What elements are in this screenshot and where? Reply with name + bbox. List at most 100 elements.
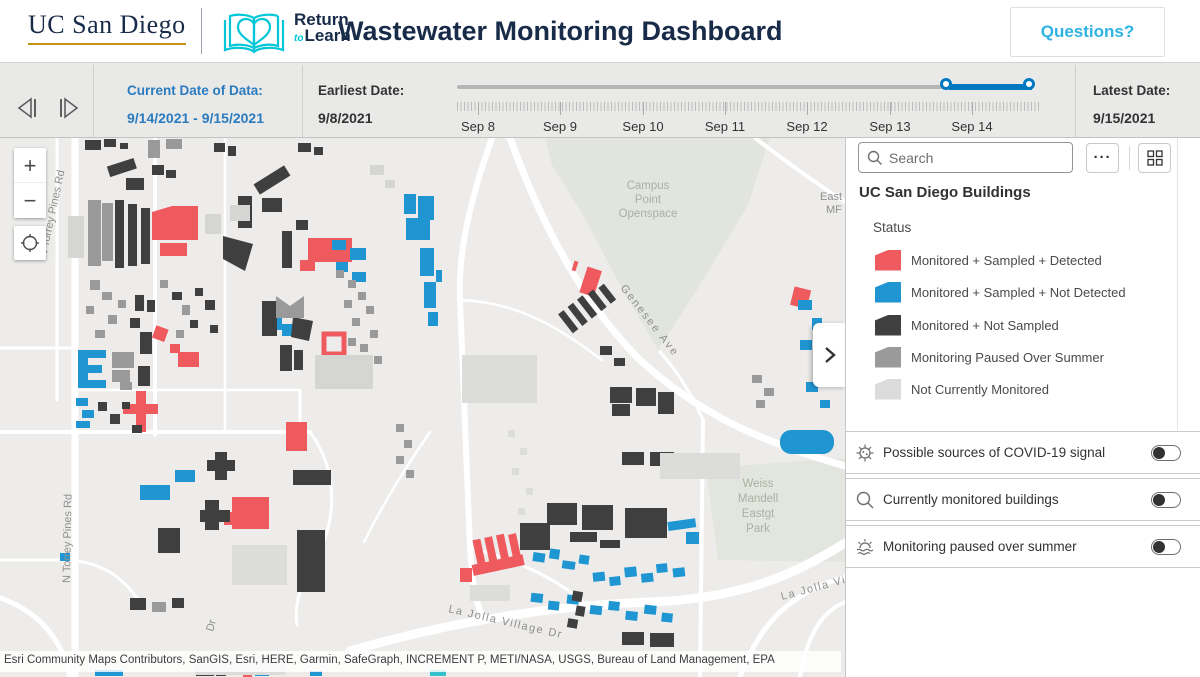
svg-text:Point: Point: [635, 194, 662, 206]
legend-label: Monitored + Not Sampled: [911, 317, 1059, 333]
zoom-out-button[interactable]: −: [14, 183, 46, 218]
return-to-learn-logo: Return toLearn: [222, 8, 382, 56]
dr-label: Dr: [204, 618, 219, 633]
legend-swatch-detected: [875, 249, 901, 271]
current-date-value: 9/14/2021 - 9/15/2021: [127, 110, 265, 126]
sunset-icon: [856, 538, 874, 555]
rtl-learn: Learn: [304, 26, 351, 45]
svg-text:Campus: Campus: [627, 180, 670, 192]
basemap-grid-button[interactable]: [1138, 143, 1171, 173]
campus-point-openspace: [545, 138, 770, 350]
search-icon: [867, 150, 882, 165]
svg-text:Weiss: Weiss: [742, 478, 773, 490]
grid-icon: [1146, 150, 1163, 166]
virus-icon: [856, 444, 874, 461]
panel-collapse-tab[interactable]: [813, 323, 846, 387]
major-tick: [643, 102, 644, 115]
tick-label: Sep 11: [704, 119, 746, 134]
legend-item: Monitored + Not Sampled: [875, 314, 1059, 336]
legend-label: Monitored + Sampled + Not Detected: [911, 284, 1126, 300]
legend-label: Monitored + Sampled + Detected: [911, 252, 1102, 268]
slider-ruler: [457, 102, 1040, 111]
zoom-in-button[interactable]: +: [14, 148, 46, 183]
search-icon: [856, 491, 874, 508]
campus-map[interactable]: N Torrey Pines Rd N Torrey Pines Rd Gene…: [0, 138, 1200, 677]
east-label: East: [820, 191, 842, 203]
legend-swatch-not-detected: [875, 281, 901, 303]
slider-handle-end[interactable]: [1023, 78, 1035, 90]
chevron-right-icon: [824, 347, 836, 363]
locate-control[interactable]: [14, 226, 46, 260]
legend-label: Not Currently Monitored: [911, 381, 1049, 397]
legend-item: Monitoring Paused Over Summer: [875, 346, 1104, 368]
svg-text:Mandell: Mandell: [738, 493, 778, 505]
n-torrey-pines-rd-label-bottom: N Torrey Pines Rd: [61, 494, 75, 583]
earliest-date-value: 9/8/2021: [318, 110, 373, 126]
time-slider-bar: Current Date of Data: 9/14/2021 - 9/15/2…: [0, 62, 1200, 138]
rtl-to: to: [294, 33, 304, 44]
ucsd-logo: UC San Diego: [28, 10, 186, 45]
slider-selected-range[interactable]: [949, 84, 1032, 90]
search-box[interactable]: [858, 142, 1073, 173]
major-tick: [478, 102, 479, 115]
toggle-label: Currently monitored buildings: [883, 492, 1059, 507]
buildings-detected: [123, 206, 812, 677]
zoom-control[interactable]: + −: [14, 148, 46, 218]
layers-panel: ··· UC San Diego Buildings Status Monito…: [845, 138, 1200, 677]
search-input[interactable]: [889, 149, 1072, 166]
legend-item: Monitored + Sampled + Not Detected: [875, 281, 1126, 303]
locate-icon[interactable]: [14, 226, 46, 260]
weiss-park-area: [706, 458, 845, 562]
legend-item: Not Currently Monitored: [875, 378, 1049, 400]
major-tick: [972, 102, 973, 115]
legend-swatch-paused: [875, 346, 901, 368]
slider-handle-start[interactable]: [940, 78, 952, 90]
toggle-card-monitored-buildings: Currently monitored buildings: [846, 478, 1200, 521]
book-heart-icon: [223, 13, 285, 54]
header-divider: [201, 8, 202, 54]
svg-text:Park: Park: [746, 523, 770, 535]
earliest-date-label: Earliest Date:: [318, 83, 405, 98]
toolbar-separator: [1129, 146, 1130, 170]
legend-item: Monitored + Sampled + Detected: [875, 249, 1102, 271]
legend-title: Status: [873, 220, 912, 235]
map-attribution: Esri Community Maps Contributors, SanGIS…: [0, 651, 841, 672]
header: UC San Diego Return toLearn Wastewater M…: [0, 0, 1200, 62]
slider-track[interactable]: [457, 85, 1032, 89]
tick-label: Sep 9: [543, 119, 577, 134]
tick-label: Sep 13: [869, 119, 911, 134]
tick-label: Sep 14: [951, 119, 993, 134]
timebar-divider: [1075, 65, 1076, 137]
legend-scroll-edge: [1177, 138, 1178, 430]
svg-text:Openspace: Openspace: [619, 208, 678, 220]
current-date-label: Current Date of Data:: [127, 83, 263, 98]
timebar-divider: [302, 65, 303, 137]
major-tick: [725, 102, 726, 115]
toggle-card-paused-summer: Monitoring paused over summer: [846, 525, 1200, 568]
toggle-paused-summer[interactable]: [1151, 538, 1181, 555]
toggle-card-covid-sources: Possible sources of COVID-19 signal: [846, 431, 1200, 474]
major-tick: [807, 102, 808, 115]
latest-date-value: 9/15/2021: [1093, 110, 1156, 126]
tick-label: Sep 8: [461, 119, 495, 134]
legend-swatch-not-sampled: [875, 314, 901, 336]
layer-title: UC San Diego Buildings: [859, 184, 1031, 201]
questions-button[interactable]: Questions?: [1010, 7, 1165, 57]
page-title: Wastewater Monitoring Dashboard: [338, 16, 783, 46]
tick-label: Sep 12: [786, 119, 828, 134]
mf-label: MF: [826, 204, 842, 216]
step-forward-button[interactable]: [54, 95, 82, 123]
weiss-park-label: Weiss Mandell Eastgt Park: [738, 478, 778, 535]
toggle-monitored-buildings[interactable]: [1151, 491, 1181, 508]
more-options-button[interactable]: ···: [1086, 143, 1119, 173]
major-tick: [560, 102, 561, 115]
toggle-label: Monitoring paused over summer: [883, 539, 1077, 554]
buildings-not-sampled: [85, 139, 674, 676]
legend-swatch-unmonitored: [875, 378, 901, 400]
step-back-button[interactable]: [14, 95, 42, 123]
major-tick: [890, 102, 891, 115]
toggle-covid-sources[interactable]: [1151, 444, 1181, 461]
svg-text:Eastgt: Eastgt: [742, 508, 775, 520]
latest-date-label: Latest Date:: [1093, 83, 1171, 98]
tick-label: Sep 10: [622, 119, 664, 134]
